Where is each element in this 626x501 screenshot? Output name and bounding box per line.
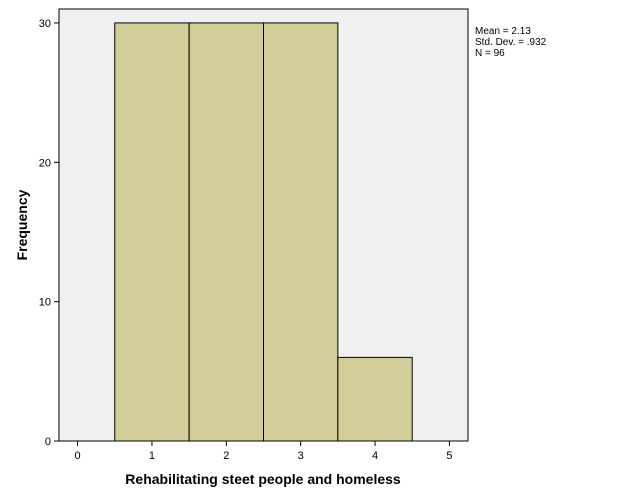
- bars-group: [114, 22, 413, 442]
- x-tick-label-5: 5: [446, 450, 452, 462]
- x-tick-label-0: 0: [75, 450, 81, 462]
- y-tick-label-1: 10: [39, 297, 51, 309]
- x-tick-label-4: 4: [372, 450, 378, 462]
- y-axis: 0 10 20 30: [39, 18, 59, 448]
- x-tick-label-2: 2: [223, 450, 229, 462]
- x-axis-title: Rehabilitating steet people and homeless: [125, 471, 401, 487]
- x-tick-label-3: 3: [298, 450, 304, 462]
- histogram-bar-2: [188, 22, 265, 442]
- y-tick-label-3: 30: [39, 18, 51, 30]
- stat-std-dev: Std. Dev. = .932: [475, 37, 547, 48]
- y-tick-label-0: 0: [45, 436, 51, 448]
- histogram-bar-4: [337, 356, 413, 442]
- stat-n: N = 96: [475, 48, 505, 59]
- histogram-bar-3: [263, 22, 339, 442]
- histogram-bar-1: [114, 22, 190, 442]
- x-tick-label-1: 1: [149, 450, 155, 462]
- y-tick-label-2: 20: [39, 157, 51, 169]
- x-axis: 0 1 2 3 4 5: [75, 441, 452, 462]
- y-axis-title: Frequency: [14, 189, 30, 260]
- stat-mean: Mean = 2.13: [475, 26, 531, 37]
- summary-stats: Mean = 2.13 Std. Dev. = .932 N = 96: [475, 26, 546, 59]
